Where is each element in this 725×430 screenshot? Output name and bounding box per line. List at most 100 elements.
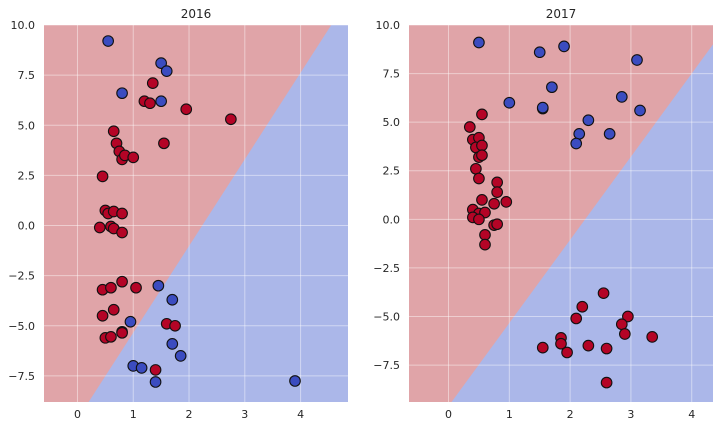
red-data-point: [476, 139, 488, 152]
y-tick-label: 5.0: [18, 119, 36, 132]
blue-data-point: [135, 362, 148, 374]
red-data-point: [116, 326, 128, 339]
red-data-point: [500, 195, 513, 208]
red-data-point: [116, 275, 128, 288]
red-data-point: [476, 149, 488, 162]
red-data-point: [473, 213, 485, 226]
red-data-point: [169, 319, 181, 332]
blue-data-point: [160, 65, 173, 77]
blue-data-point: [155, 57, 167, 69]
blue-data-point: [473, 36, 485, 49]
red-data-point: [107, 125, 120, 138]
blue-data-point: [631, 54, 643, 66]
y-tick-label: 7.5: [383, 68, 401, 81]
y-tick-label: −5.0: [373, 310, 400, 323]
x-tick-label: 3: [241, 408, 248, 421]
red-data-point: [600, 376, 613, 389]
red-data-point: [600, 342, 613, 355]
red-data-point: [470, 162, 482, 175]
red-data-point: [491, 218, 504, 231]
red-data-point: [597, 287, 610, 300]
blue-data-point: [582, 114, 595, 127]
red-data-point: [488, 197, 500, 210]
red-data-point: [491, 176, 504, 189]
red-data-point: [536, 341, 549, 354]
y-tick-label: 10.0: [376, 19, 401, 32]
red-data-point: [180, 103, 193, 116]
red-data-point: [116, 226, 128, 239]
red-data-point: [473, 172, 485, 185]
red-data-point: [491, 186, 504, 198]
blue-data-point: [116, 87, 128, 100]
blue-data-point: [558, 40, 570, 53]
y-tick-label: 10.0: [11, 19, 36, 32]
red-data-point: [582, 339, 595, 352]
blue-data-point: [102, 35, 114, 47]
red-data-point: [646, 331, 659, 343]
red-data-point: [149, 364, 162, 376]
blue-data-point: [149, 376, 162, 388]
blue-data-point: [634, 104, 646, 117]
blue-data-point: [573, 127, 586, 140]
red-data-point: [116, 207, 128, 220]
x-tick-label: 4: [688, 408, 695, 421]
y-tick-label: −2.5: [373, 262, 400, 275]
y-tick-label: 2.5: [383, 165, 401, 178]
red-data-point: [570, 312, 583, 325]
red-data-point: [561, 346, 573, 359]
red-data-point: [622, 310, 634, 323]
red-data-point: [105, 330, 117, 343]
y-tick-label: −7.5: [373, 359, 400, 372]
panel-2017: 0 1 2 3 4 −7.5 −5.0 −2.5 0.0 2.5 5.0 7.5 10.0 2017: [373, 7, 713, 421]
y-tick-label: 7.5: [18, 69, 36, 82]
blue-data-point: [533, 46, 546, 59]
red-data-point: [476, 108, 488, 121]
red-data-point: [96, 170, 109, 183]
red-data-point: [615, 318, 628, 331]
red-data-point: [105, 281, 117, 294]
y-tick-label: 5.0: [383, 116, 401, 129]
x-tick-label: 4: [297, 408, 304, 421]
x-tick-label: 0: [445, 408, 452, 421]
y-tick-label: −7.5: [8, 370, 35, 383]
y-tick-label: 0.0: [18, 220, 36, 233]
red-data-point: [96, 309, 109, 322]
panel-2016: 0 1 2 3 4 −7.5 −5.0 −2.5 0.0 2.5 5.0 7.5 10.0 2016: [8, 7, 348, 421]
red-data-point: [158, 137, 170, 150]
blue-data-point: [603, 127, 616, 140]
panel-title: 2016: [181, 7, 212, 21]
blue-data-point: [503, 96, 516, 109]
blue-data-point: [155, 95, 167, 108]
red-data-point: [479, 229, 491, 241]
y-tick-label: −5.0: [8, 320, 35, 333]
red-data-point: [476, 194, 488, 206]
x-tick-label: 1: [130, 408, 137, 421]
red-data-point: [107, 303, 120, 316]
blue-data-point: [166, 293, 179, 306]
blue-data-point: [615, 91, 628, 103]
y-tick-label: 0.0: [383, 213, 401, 226]
y-tick-label: −2.5: [8, 270, 35, 283]
red-data-point: [130, 281, 142, 294]
x-tick-label: 1: [506, 408, 513, 421]
blue-data-point: [536, 101, 549, 114]
red-data-point: [463, 121, 476, 133]
red-data-point: [144, 97, 156, 110]
blue-data-point: [570, 137, 583, 150]
blue-data-point: [124, 315, 137, 328]
blue-data-point: [166, 337, 179, 350]
blue-data-point: [289, 375, 301, 387]
x-tick-label: 2: [186, 408, 193, 421]
x-tick-label: 0: [74, 408, 81, 421]
red-data-point: [576, 300, 589, 313]
red-data-point: [127, 151, 140, 164]
red-data-point: [555, 337, 567, 350]
blue-data-point: [152, 279, 165, 292]
x-tick-label: 3: [627, 408, 634, 421]
red-data-point: [146, 77, 159, 90]
blue-data-point: [174, 350, 187, 362]
red-data-point: [618, 328, 631, 340]
blue-data-point: [546, 81, 558, 94]
y-tick-label: 2.5: [18, 169, 36, 182]
